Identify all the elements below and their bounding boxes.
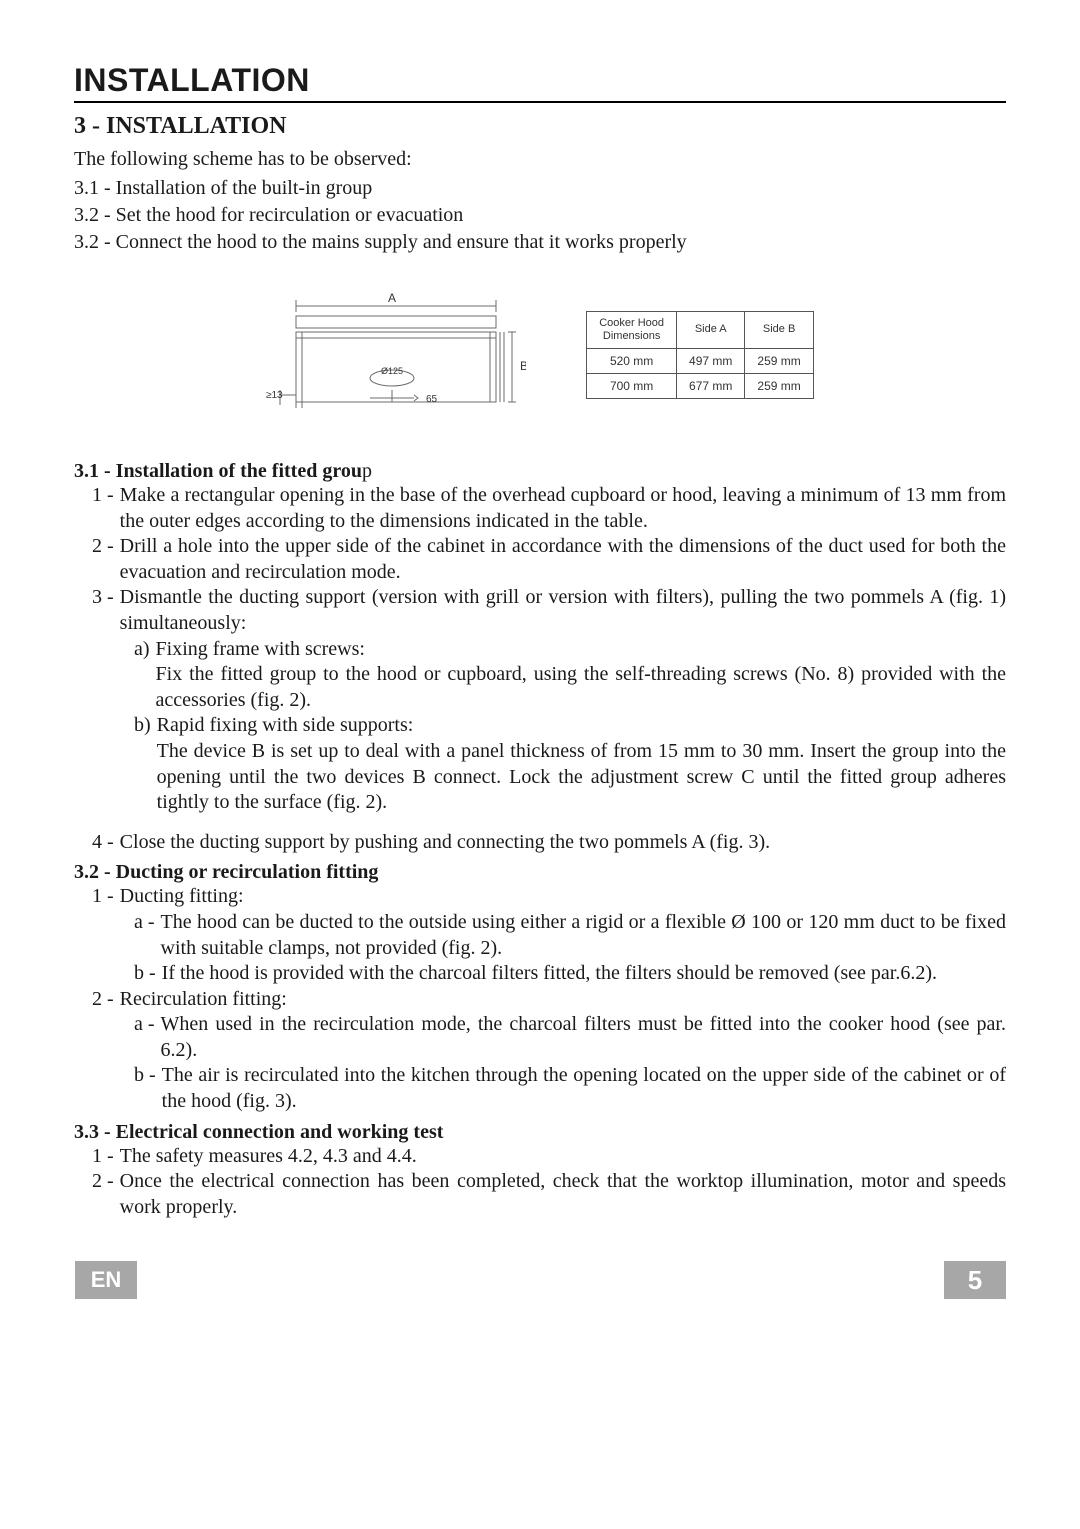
list-item: 4 - Close the ducting support by pushing… (92, 830, 1006, 856)
subheading-3-1: 3.1 - Installation of the fitted group (74, 460, 1006, 483)
installation-diagram: A B Ø125 65 ≥13 (266, 290, 526, 420)
list-item: 1 - Make a rectangular opening in the ba… (92, 483, 1006, 534)
list-item: 3 - Dismantle the ducting support (versi… (92, 585, 1006, 636)
figure-row: A B Ø125 65 ≥13 Cooker HoodDimensions Si… (74, 290, 1006, 420)
dim-col-2: Side B (745, 311, 813, 348)
list-3-2: 1 - Ducting fitting: a - The hood can be… (92, 884, 1006, 1114)
subheading-3-2: 3.2 - Ducting or recirculation fitting (74, 861, 1006, 884)
subheading-3-3: 3.3 - Electrical connection and working … (74, 1121, 1006, 1144)
list-item: 2 - Recirculation fitting: (92, 987, 1006, 1013)
page: INSTALLATION 3 - INSTALLATION The follow… (0, 0, 1080, 1529)
diagram-label-65: 65 (426, 394, 438, 405)
table-row: 520 mm 497 mm 259 mm (587, 349, 814, 374)
sub-item: a - When used in the recirculation mode,… (134, 1012, 1006, 1063)
intro-item-0: 3.1 - Installation of the built-in group (74, 177, 1006, 200)
section-heading: 3 - INSTALLATION (74, 113, 1006, 140)
intro-item-1: 3.2 - Set the hood for recirculation or … (74, 204, 1006, 227)
intro-text: The following scheme has to be observed: (74, 148, 1006, 171)
sub-item-3b: b) Rapid fixing with side supports: The … (134, 713, 1006, 815)
list-item: 1 - The safety measures 4.2, 4.3 and 4.4… (92, 1144, 1006, 1170)
intro-item-2: 3.2 - Connect the hood to the mains supp… (74, 231, 1006, 254)
list-3-1: 1 - Make a rectangular opening in the ba… (92, 483, 1006, 855)
page-title: INSTALLATION (74, 62, 1006, 103)
sub-item: b - If the hood is provided with the cha… (134, 961, 1006, 987)
sub-item: b - The air is recirculated into the kit… (134, 1063, 1006, 1114)
footer-bar: EN 5 (75, 1261, 1080, 1299)
diagram-label-ge13: ≥13 (266, 390, 283, 401)
dim-col-0: Cooker HoodDimensions (587, 311, 677, 348)
dimensions-table: Cooker HoodDimensions Side A Side B 520 … (586, 311, 814, 399)
footer-lang-badge: EN (75, 1261, 137, 1299)
footer-spacer (137, 1261, 944, 1299)
list-item: 1 - Ducting fitting: (92, 884, 1006, 910)
sub-item-3a: a) Fixing frame with screws: Fix the fit… (134, 637, 1006, 714)
dim-col-1: Side A (677, 311, 745, 348)
sub-item: a - The hood can be ducted to the outsid… (134, 910, 1006, 961)
diagram-label-a: A (388, 291, 396, 305)
diagram-label-b: B (520, 359, 526, 373)
table-row: 700 mm 677 mm 259 mm (587, 374, 814, 399)
list-3-3: 1 - The safety measures 4.2, 4.3 and 4.4… (92, 1144, 1006, 1221)
footer-page-number: 5 (944, 1261, 1006, 1299)
list-item: 2 - Drill a hole into the upper side of … (92, 534, 1006, 585)
diagram-label-diam: Ø125 (381, 366, 403, 376)
list-item: 2 - Once the electrical connection has b… (92, 1169, 1006, 1220)
